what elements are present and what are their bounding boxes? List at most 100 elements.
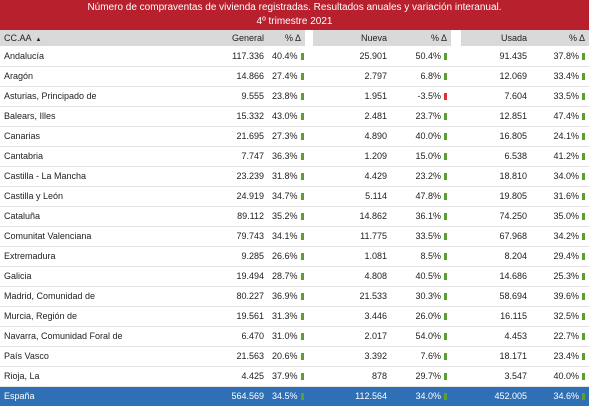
data-row: Canarias 21.695 27.3% 4.890 40.0% 16.805 24.1% — [0, 126, 589, 147]
trend-arrow — [444, 373, 447, 380]
cell-text: 6.470 — [241, 331, 264, 341]
data-row: Rioja, La 4.425 37.9% 878 29.7% 3.547 40.0% — [0, 366, 589, 387]
spacer — [451, 306, 461, 327]
name-cell: País Vasco — [0, 346, 200, 367]
cell-text: 4.890 — [364, 131, 387, 141]
value-cell[interactable]: % Δ — [391, 30, 451, 46]
cell-text: 33.5% — [553, 91, 579, 101]
spacer — [305, 46, 313, 67]
value-cell: 36.9% — [268, 286, 305, 307]
trend-arrow — [300, 173, 304, 180]
value-cell: 23.8% — [268, 86, 305, 107]
sort-icon[interactable]: ▲ — [35, 37, 42, 43]
value-cell: 7.6% — [391, 346, 451, 367]
trend-arrow — [444, 353, 447, 360]
name-cell[interactable]: CC.AA ▲ — [0, 30, 200, 46]
name-cell: Andalucía — [0, 46, 200, 67]
value-cell: 32.5% — [531, 306, 589, 327]
cell-text: España — [4, 391, 35, 402]
value-cell[interactable]: % Δ — [531, 30, 589, 46]
value-cell: 12.069 — [461, 66, 531, 87]
value-cell: 5.114 — [313, 186, 391, 207]
value-cell: 3.392 — [313, 346, 391, 367]
value-cell: 34.6% — [531, 386, 589, 406]
value-cell: 12.851 — [461, 106, 531, 127]
cell-text: 21.533 — [359, 291, 387, 301]
value-cell: 36.1% — [391, 206, 451, 227]
spacer — [451, 366, 461, 387]
cell-text: 31.3% — [272, 311, 298, 321]
column-header[interactable]: Usada — [500, 33, 527, 43]
value-cell: 43.0% — [268, 106, 305, 127]
spacer — [305, 166, 313, 187]
value-cell: 18.810 — [461, 166, 531, 187]
trend-arrow — [582, 113, 585, 120]
trend-arrow — [300, 313, 304, 320]
cell-text: 25.901 — [359, 50, 387, 61]
data-row: Castilla - La Mancha 23.239 31.8% 4.429 23.2… — [0, 166, 589, 187]
column-header[interactable]: % Δ — [284, 33, 301, 43]
value-cell: 9.285 — [200, 246, 268, 267]
trend-arrow — [444, 293, 447, 300]
column-header[interactable]: Nueva — [360, 33, 387, 43]
spacer — [451, 146, 461, 167]
spacer — [451, 266, 461, 287]
spacer — [451, 166, 461, 187]
value-cell: 19.561 — [200, 306, 268, 327]
cell-text: 39.6% — [553, 291, 579, 301]
value-cell: 30.3% — [391, 286, 451, 307]
trend-arrow — [582, 52, 585, 60]
cell-text: 50.4% — [415, 50, 441, 61]
cell-text: 19.561 — [236, 311, 264, 321]
cell-text: 34.0% — [415, 391, 441, 402]
cell-text: 4.425 — [241, 371, 264, 381]
column-header[interactable]: CC.AA — [4, 33, 32, 43]
value-cell[interactable]: Nueva — [313, 30, 391, 46]
value-cell: 36.3% — [268, 146, 305, 167]
header-row[interactable]: CC.AA ▲ General % Δ Nueva % Δ Usada % Δ — [0, 30, 589, 46]
column-header[interactable]: % Δ — [430, 33, 447, 43]
cell-text: 6.8% — [420, 71, 441, 81]
trend-arrow — [300, 73, 304, 80]
cell-text: 23.8% — [272, 91, 298, 101]
cell-text: 6.538 — [504, 151, 527, 161]
value-cell: 89.112 — [200, 206, 268, 227]
value-cell: 34.7% — [268, 186, 305, 207]
value-cell: 23.2% — [391, 166, 451, 187]
name-cell: Extremadura — [0, 246, 200, 267]
spacer — [451, 246, 461, 267]
column-header[interactable]: % Δ — [568, 33, 585, 43]
spacer — [451, 226, 461, 247]
cell-text: 21.695 — [236, 131, 264, 141]
data-row: Aragón 14.866 27.4% 2.797 6.8% 12.069 33.4% — [0, 66, 589, 87]
trend-arrow — [300, 193, 304, 200]
value-cell: 1.951 — [313, 86, 391, 107]
value-cell: 31.0% — [268, 326, 305, 347]
value-cell[interactable]: Usada — [461, 30, 531, 46]
value-cell: 18.171 — [461, 346, 531, 367]
cell-text: 11.775 — [360, 231, 387, 241]
trend-arrow — [582, 353, 585, 360]
cell-text: 117.336 — [232, 50, 264, 61]
value-cell: 79.743 — [200, 226, 268, 247]
trend-arrow — [300, 113, 304, 120]
value-cell: 15.332 — [200, 106, 268, 127]
trend-arrow — [582, 73, 585, 80]
value-cell: 27.3% — [268, 126, 305, 147]
spacer — [305, 306, 313, 327]
value-cell: 19.805 — [461, 186, 531, 207]
trend-arrow — [582, 253, 585, 260]
trend-arrow — [300, 253, 304, 260]
value-cell: 33.4% — [531, 66, 589, 87]
value-cell: 20.6% — [268, 346, 305, 367]
cell-text: 34.1% — [272, 231, 298, 241]
value-cell: 22.7% — [531, 326, 589, 347]
data-row: Balears, Illes 15.332 43.0% 2.481 23.7% 12.85… — [0, 106, 589, 127]
column-header[interactable]: General — [231, 33, 264, 43]
cell-text: 80.227 — [236, 291, 264, 301]
value-cell[interactable]: General — [200, 30, 268, 46]
value-cell[interactable]: % Δ — [268, 30, 305, 46]
name-cell: Cantabria — [0, 146, 200, 167]
cell-text: 2.017 — [364, 331, 387, 341]
data-row: Comunitat Valenciana 79.743 34.1% 11.775 33.… — [0, 226, 589, 247]
